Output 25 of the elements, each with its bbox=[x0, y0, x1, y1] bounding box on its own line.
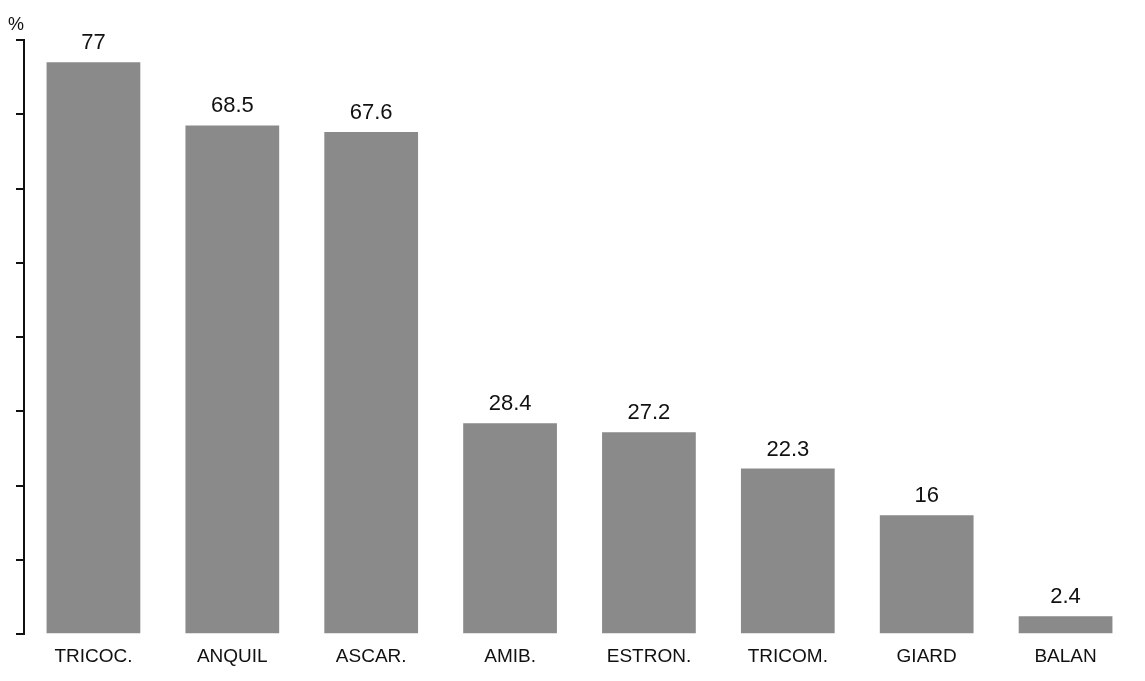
data-label: 27.2 bbox=[627, 399, 671, 425]
bar bbox=[879, 515, 974, 634]
data-label: 67.6 bbox=[349, 99, 393, 125]
bar bbox=[1018, 616, 1113, 634]
x-tick-label: TRICOC. bbox=[54, 644, 133, 666]
data-label: 22.3 bbox=[766, 435, 810, 461]
x-tick-label: GIARD bbox=[896, 644, 957, 666]
bar bbox=[602, 432, 696, 634]
bar bbox=[740, 468, 835, 634]
data-label: 28.4 bbox=[488, 390, 532, 416]
y-axis-title: % bbox=[8, 13, 25, 34]
x-tick-label: ASCAR. bbox=[335, 644, 407, 666]
x-tick-label: TRICOM. bbox=[747, 644, 828, 666]
x-tick-label: ESTRON. bbox=[606, 644, 692, 666]
data-label: 68.5 bbox=[210, 92, 254, 118]
x-tick-label: AMIB. bbox=[484, 644, 536, 666]
data-label: 77 bbox=[81, 29, 106, 55]
data-label: 2.4 bbox=[1050, 583, 1081, 609]
x-tick-label: BALAN bbox=[1034, 644, 1097, 666]
data-label: 16 bbox=[914, 482, 939, 508]
bar bbox=[185, 125, 280, 634]
bar bbox=[463, 423, 557, 634]
x-tick-label: ANQUIL bbox=[196, 644, 268, 666]
bar bbox=[324, 132, 419, 634]
bar bbox=[46, 62, 141, 634]
